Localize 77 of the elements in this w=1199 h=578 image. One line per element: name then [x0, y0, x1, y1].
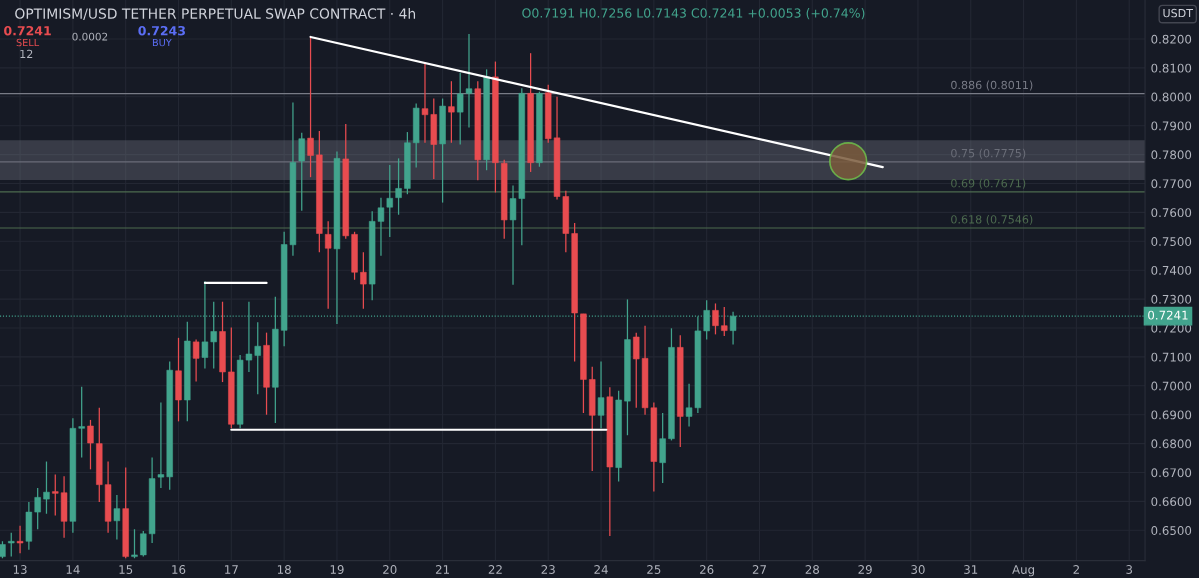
candlestick	[360, 251, 367, 310]
ref-line-label: 0.69 (0.7671)	[951, 178, 1026, 189]
y-tick-label: 0.8000	[1151, 92, 1192, 102]
annotation: 0.7243	[138, 25, 185, 36]
x-tick-label: 19	[330, 565, 344, 574]
y-tick-label: 0.6900	[1151, 410, 1192, 420]
y-tick-label: 0.7000	[1151, 381, 1192, 391]
x-tick-label: 15	[119, 565, 133, 574]
x-tick-label: 17	[225, 565, 238, 574]
y-tick-label: 0.8200	[1151, 34, 1192, 44]
ref-line-label: 0.886 (0.8011)	[951, 80, 1033, 91]
x-tick-label: 30	[911, 565, 925, 574]
candlestick	[157, 401, 165, 489]
y-tick-label: 0.7200	[1151, 323, 1192, 333]
candlestick	[307, 36, 314, 178]
ref-line-label: 0.618 (0.7546)	[951, 214, 1033, 225]
candlestick	[659, 412, 666, 484]
candlestick	[140, 530, 147, 558]
y-tick-label: 0.7100	[1151, 352, 1192, 362]
annotation: 0.0002	[72, 32, 108, 41]
candlestick	[201, 280, 209, 370]
x-tick-label: Aug	[1012, 565, 1035, 577]
y-tick-label: 0.6500	[1151, 526, 1192, 535]
x-tick-label: 16	[172, 565, 186, 574]
annotation: 0.7241	[4, 25, 51, 36]
annotation: BUY	[152, 38, 172, 47]
candlestick	[52, 473, 59, 517]
candlestick	[721, 306, 728, 337]
x-tick-label: 20	[383, 565, 397, 574]
y-tick-label: 0.7300	[1151, 294, 1192, 304]
candlestick	[43, 460, 50, 515]
annotation: 12	[20, 49, 33, 58]
x-tick-label: 26	[700, 565, 714, 574]
y-tick-label: 0.6800	[1151, 439, 1192, 449]
y-tick-label: 0.6700	[1151, 468, 1192, 478]
x-tick-label: 23	[541, 565, 555, 574]
candlestick	[298, 132, 305, 212]
candlestick	[131, 528, 138, 559]
y-tick-label: 0.7700	[1151, 179, 1192, 189]
x-tick-label: 28	[805, 565, 820, 574]
x-tick-label: 27	[752, 565, 766, 574]
x-tick-label: 25	[647, 565, 661, 574]
candlestick	[395, 157, 402, 216]
y-tick-label: 0.6600	[1151, 497, 1192, 507]
candlestick	[448, 80, 455, 144]
x-tick-label: 21	[435, 565, 450, 574]
y-tick-label: 0.8100	[1151, 63, 1192, 73]
x-tick-label: 13	[13, 565, 27, 574]
y-axis-title: USDT	[1163, 8, 1194, 18]
y-tick-label: 0.7400	[1151, 265, 1192, 275]
candlestick	[324, 220, 332, 310]
candlestick	[78, 386, 85, 459]
text: OPTIMISM/USD TETHER PERPETUAL SWAP CONTRACT · 4h	[15, 8, 416, 20]
y-tick-label: 0.7800	[1151, 150, 1192, 160]
candlestick	[8, 532, 15, 558]
candlestick	[712, 302, 719, 335]
candlestick	[192, 338, 200, 383]
annotation: SELL	[16, 38, 40, 47]
x-tick-label: 2	[1073, 565, 1079, 574]
x-tick-label: 22	[488, 565, 502, 574]
candlestick	[87, 419, 94, 470]
candlestick	[113, 494, 121, 541]
ref-line-label: 0.7241	[1148, 310, 1188, 320]
x-tick-label: 29	[858, 565, 872, 574]
candlestick	[597, 360, 605, 429]
candlestick	[34, 487, 41, 530]
x-tick-label: 18	[277, 565, 291, 574]
y-tick-label: 0.7900	[1151, 121, 1192, 131]
x-tick-label: 31	[964, 565, 978, 574]
candlestick	[16, 525, 24, 554]
text: O0.7191 H0.7256 L0.7143 C0.7241 +0.0053 (+0.74%)	[522, 8, 865, 20]
y-tick-label: 0.7500	[1151, 237, 1192, 246]
y-tick-label: 0.7600	[1151, 208, 1192, 218]
candlestick	[254, 321, 261, 395]
x-tick-label: 14	[66, 565, 80, 574]
x-tick-label: 24	[594, 565, 608, 574]
x-tick-label: 3	[1126, 565, 1133, 574]
